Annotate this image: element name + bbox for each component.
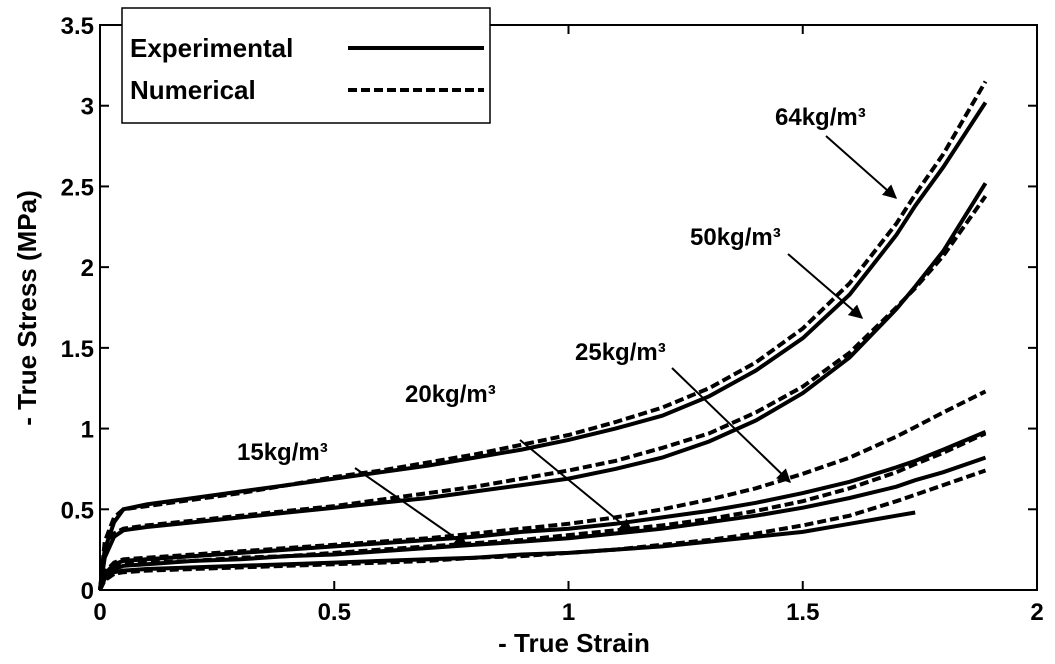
- experimental-curve: [98, 510, 916, 591]
- experimental-curve: [98, 182, 988, 591]
- x-tick-label: 2: [1030, 599, 1043, 626]
- annotation: 50kg/m³: [690, 224, 781, 251]
- annotation: 25kg/m³: [575, 339, 666, 366]
- annotation: 15kg/m³: [237, 439, 328, 466]
- numerical-curve: [98, 80, 988, 591]
- annotation-arrow: [825, 135, 898, 199]
- y-tick-label: 3: [81, 94, 94, 121]
- experimental-curve: [98, 429, 987, 591]
- annotation-arrow: [519, 439, 634, 533]
- x-axis-label: - True Strain: [498, 628, 650, 658]
- x-tick-label: 1: [562, 599, 575, 626]
- annotation: 20kg/m³: [405, 381, 496, 408]
- y-tick-label: 3.5: [61, 13, 94, 40]
- y-tick-label: 0.5: [61, 497, 94, 524]
- y-tick-label: 1: [81, 417, 94, 444]
- numerical-curve: [98, 194, 988, 591]
- annotation-arrow: [787, 253, 864, 319]
- x-tick-label: 0: [93, 599, 106, 626]
- legend-box: [121, 7, 491, 124]
- x-tick-label: 1.5: [786, 599, 819, 626]
- numerical-curve: [98, 389, 987, 591]
- y-tick-label: 1.5: [61, 336, 94, 363]
- y-axis-label: - True Stress (MPa): [12, 190, 42, 426]
- y-tick-label: 0: [81, 578, 94, 605]
- legend-label: Experimental: [130, 33, 293, 63]
- numerical-curve: [98, 431, 987, 591]
- y-tick-label: 2: [81, 255, 94, 282]
- x-tick-label: 0.5: [318, 599, 351, 626]
- annotation-arrow: [671, 367, 792, 483]
- annotation: 64kg/m³: [775, 104, 866, 131]
- numerical-curve: [98, 468, 987, 591]
- y-tick-label: 2.5: [61, 174, 94, 201]
- legend-label: Numerical: [130, 75, 256, 105]
- annotation-arrow: [354, 467, 469, 547]
- plot-frame: [99, 24, 1038, 591]
